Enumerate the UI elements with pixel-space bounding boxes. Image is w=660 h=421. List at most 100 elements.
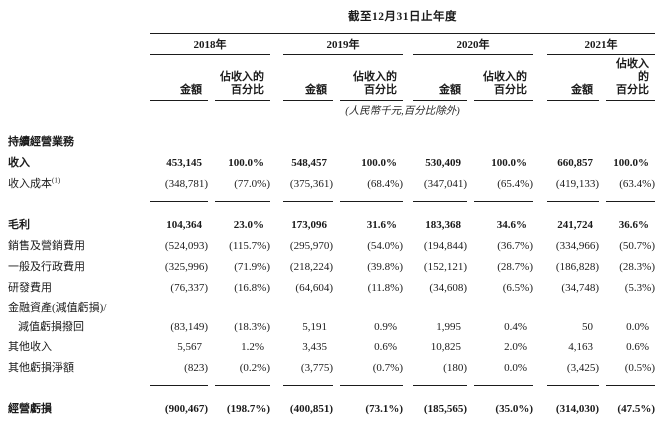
- table-cell: 0.6%: [626, 341, 649, 353]
- table-cell: 3,435: [302, 341, 327, 353]
- table-row: 持續經營業務: [0, 132, 660, 153]
- table-cell: 104,364: [166, 219, 202, 231]
- table-cell: 5,191: [302, 321, 327, 333]
- table-cell: (152,121): [423, 261, 467, 273]
- units-note: (人民幣千元,百分比除外): [345, 106, 460, 117]
- amount-column-header: 金額: [547, 58, 599, 101]
- table-cell: (68.4%): [367, 178, 403, 190]
- subtotal-rule: [150, 379, 208, 386]
- table-cell: (0.7%): [372, 362, 403, 374]
- subtotal-rule: [606, 195, 655, 202]
- table-cell: (73.1%): [365, 403, 403, 415]
- table-cell: 183,368: [425, 219, 461, 231]
- pct-column-header: 佔收入的 百分比: [606, 58, 655, 101]
- table-cell: [467, 299, 533, 318]
- table-cell: [150, 132, 208, 153]
- table-row: 毛利 104,364 23.0% 173,096 31.6% 183,368 34.6% 24…: [0, 215, 660, 236]
- table-cell: [547, 132, 599, 153]
- table-title: 截至12月31日止年度: [348, 11, 457, 23]
- table-cell: [547, 299, 599, 318]
- table-cell: [333, 132, 403, 153]
- table-cell: (900,467): [164, 403, 208, 415]
- row-label: 經營虧損: [8, 403, 52, 415]
- table-cell: (0.2%): [239, 362, 270, 374]
- table-cell: (50.7%): [619, 240, 655, 252]
- subtotal-rule: [606, 379, 655, 386]
- subtotal-rule: [413, 379, 467, 386]
- table-cell: (3,775): [300, 362, 333, 374]
- column-header-row: 金額 佔收入的 百分比 金額 佔收入的 百分比 金額 佔收入的 百分比 金額 佔收入的…: [0, 58, 660, 101]
- row-label: 收入: [8, 157, 30, 169]
- table-cell: 100.0%: [491, 157, 527, 169]
- table-cell: (71.9%): [234, 261, 270, 273]
- table-cell: 50: [582, 321, 593, 333]
- table-cell: 23.0%: [233, 219, 264, 231]
- table-cell: [599, 299, 655, 318]
- table-cell: [467, 132, 533, 153]
- table-row: 其他虧損淨額 (823) (0.2%) (3,775) (0.7%) (180) 0.0% (…: [0, 358, 660, 379]
- table-cell: (0.5%): [624, 362, 655, 374]
- table-cell: 36.6%: [618, 219, 649, 231]
- table-cell: (3,425): [566, 362, 599, 374]
- table-cell: (419,133): [555, 178, 599, 190]
- table-cell: (180): [443, 362, 467, 374]
- table-row: 其他收入 5,567 1.2% 3,435 0.6% 10,825 2.0% 4,163 0.6…: [0, 337, 660, 358]
- row-label: 其他虧損淨額: [8, 362, 74, 374]
- table-cell: 0.4%: [504, 321, 527, 333]
- table-cell: 1.2%: [241, 341, 264, 353]
- table-cell: 100.0%: [228, 157, 264, 169]
- table-cell: 31.6%: [366, 219, 397, 231]
- pct-column-header: 佔收入的 百分比: [340, 58, 403, 101]
- subtotal-rule: [150, 195, 208, 202]
- table-cell: 1,995: [436, 321, 461, 333]
- table-cell: (325,996): [164, 261, 208, 273]
- table-cell: (65.4%): [497, 178, 533, 190]
- table-cell: (186,828): [555, 261, 599, 273]
- year-header-2019: 2019年: [283, 34, 403, 55]
- table-cell: 2.0%: [504, 341, 527, 353]
- table-cell: 660,857: [557, 157, 593, 169]
- table-row: 收入成本(1) (348,781) (77.0%) (375,361) (68.4%) (…: [0, 174, 660, 195]
- table-cell: [413, 299, 467, 318]
- table-cell: 0.6%: [374, 341, 397, 353]
- table-cell: 10,825: [430, 341, 461, 353]
- year-header-2020: 2020年: [413, 34, 533, 55]
- subtotal-rule: [215, 195, 270, 202]
- table-cell: (83,149): [170, 321, 208, 333]
- table-cell: (5.3%): [624, 282, 655, 294]
- amount-column-header: 金額: [413, 58, 467, 101]
- year-header-2021: 2021年: [547, 34, 655, 55]
- table-cell: (54.0%): [367, 240, 403, 252]
- table-cell: (524,093): [164, 240, 208, 252]
- table-cell: (16.8%): [234, 282, 270, 294]
- subtotal-rule: [283, 379, 333, 386]
- subtotal-rule: [547, 379, 599, 386]
- subtotal-rule-row: [0, 195, 660, 215]
- table-cell: (36.7%): [497, 240, 533, 252]
- subtotal-rule: [340, 379, 403, 386]
- subtotal-rule: [474, 379, 533, 386]
- table-row: 一般及行政費用 (325,996) (71.9%) (218,224) (39.8%) (…: [0, 257, 660, 278]
- table-cell: (39.8%): [367, 261, 403, 273]
- subtotal-rule: [340, 195, 403, 202]
- subtotal-rule: [215, 379, 270, 386]
- subtotal-rule: [474, 195, 533, 202]
- table-top-rule: [150, 33, 655, 34]
- table-cell: 4,163: [568, 341, 593, 353]
- table-row: 收入 453,145 100.0% 548,457 100.0% 530,409 100.0…: [0, 153, 660, 174]
- year-header-row: 2018年 2019年 2020年 2021年: [0, 34, 660, 55]
- row-label: 減值虧損撥回: [18, 321, 84, 333]
- table-cell: (347,041): [423, 178, 467, 190]
- pct-column-header: 佔收入的 百分比: [215, 58, 270, 101]
- table-cell: (77.0%): [234, 178, 270, 190]
- table-cell: 530,409: [425, 157, 461, 169]
- row-label: 金融資產(減值虧損)/: [8, 302, 107, 314]
- table-cell: (348,781): [164, 178, 208, 190]
- table-cell: (76,337): [170, 282, 208, 294]
- table-cell: (198.7%): [226, 403, 270, 415]
- table-row: 減值虧損撥回 (83,149) (18.3%) 5,191 0.9% 1,995 0.4% 5…: [0, 318, 660, 337]
- table-cell: [150, 299, 208, 318]
- table-cell: (35.0%): [495, 403, 533, 415]
- subtotal-rule: [547, 195, 599, 202]
- amount-column-header: 金額: [150, 58, 208, 101]
